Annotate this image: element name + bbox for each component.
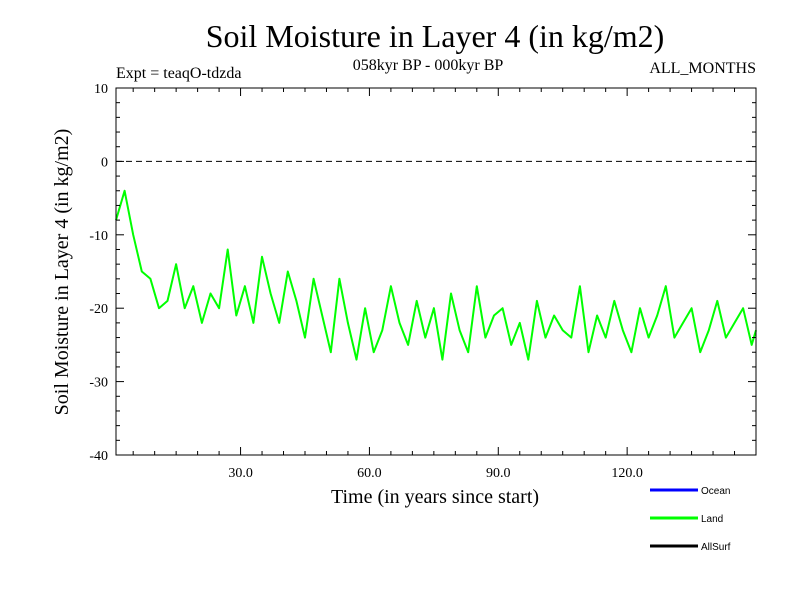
legend-label-land: Land [701,514,723,525]
chart-title: Soil Moisture in Layer 4 (in kg/m2) [206,18,665,54]
series-line-land [115,189,757,361]
y-tick-label: -30 [89,376,108,391]
period-label: 058kyr BP - 000kyr BP [353,57,504,74]
x-axis-label: Time (in years since start) [331,486,539,508]
x-tick-label: 90.0 [486,466,511,481]
months-label: ALL_MONTHS [649,60,756,77]
legend-label-ocean: Ocean [701,486,730,497]
y-tick-label: 10 [94,82,108,97]
x-tick-label: 30.0 [228,466,253,481]
y-axis-label: Soil Moisture in Layer 4 (in kg/m2) [51,129,73,416]
plot-frame [115,87,757,456]
y-tick-label: 0 [101,155,108,170]
y-tick-label: -10 [89,229,108,244]
y-tick-label: -20 [89,302,108,317]
x-tick-label: 120.0 [611,466,643,481]
x-tick-label: 60.0 [357,466,382,481]
y-tick-label: -40 [89,449,108,464]
legend-label-allsurf: AllSurf [701,542,731,553]
experiment-label: Expt = teaqO-tdzda [116,65,241,82]
